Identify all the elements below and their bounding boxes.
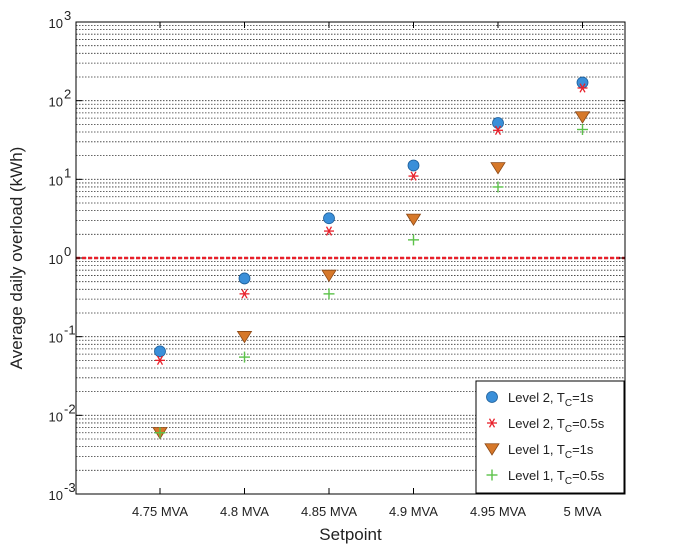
point-series-2 bbox=[239, 289, 250, 299]
asterisk-stroke bbox=[494, 125, 502, 135]
y-tick-exponent: -3 bbox=[64, 480, 76, 495]
point-series-4 bbox=[408, 234, 419, 246]
x-tick-label: 4.9 MVA bbox=[389, 504, 438, 519]
y-tick-label: 10 bbox=[49, 16, 63, 31]
y-tick-exponent: -2 bbox=[64, 401, 76, 416]
point-series-3 bbox=[321, 269, 337, 283]
legend-text-main: Level 1, T bbox=[508, 468, 565, 483]
legend-marker-1 bbox=[486, 391, 498, 403]
legend-text-tail: =1s bbox=[572, 390, 594, 405]
legend-entry-4: Level 1, TC=0.5s bbox=[508, 468, 605, 487]
x-tick-label: 4.8 MVA bbox=[220, 504, 269, 519]
y-tick-exponent: 1 bbox=[64, 165, 71, 180]
point-series-4 bbox=[239, 351, 250, 363]
point-series-2 bbox=[408, 171, 419, 181]
point-series-4 bbox=[323, 288, 335, 300]
y-tick-label: 10 bbox=[49, 488, 63, 503]
legend-text-tail: =1s bbox=[572, 442, 594, 457]
y-tick-exponent: 2 bbox=[64, 87, 71, 102]
legend-text-main: Level 2, T bbox=[508, 390, 565, 405]
asterisk-stroke bbox=[241, 289, 248, 299]
legend-text-main: Level 2, T bbox=[508, 416, 565, 431]
asterisk-stroke bbox=[410, 171, 417, 181]
asterisk-stroke bbox=[325, 226, 333, 236]
legend-text-tail: =0.5s bbox=[572, 468, 605, 483]
point-series-1 bbox=[407, 159, 420, 172]
legend-entry-3: Level 1, TC=1s bbox=[508, 442, 594, 461]
x-axis-ticks: 4.75 MVA 4.8 MVA 4.85 MVA 4.9 MVA 4.95 MVA 5 … bbox=[132, 22, 602, 519]
y-tick-base: 10 bbox=[49, 95, 63, 110]
point-series-4 bbox=[577, 124, 588, 136]
legend-box bbox=[475, 380, 625, 494]
point-series-1 bbox=[323, 212, 335, 225]
legend-text-subscript: C bbox=[565, 450, 572, 461]
point-series-3 bbox=[490, 162, 506, 175]
legend-text-tail: =0.5s bbox=[572, 416, 605, 431]
y-tick-label: 10 bbox=[49, 173, 63, 188]
x-tick-label: 5 MVA bbox=[563, 504, 601, 519]
legend-text-subscript: C bbox=[565, 424, 572, 435]
point-series-3 bbox=[405, 213, 422, 227]
y-tick-base: 10 bbox=[49, 409, 63, 424]
x-axis-label: Setpoint bbox=[319, 525, 382, 544]
y-tick-label: 10 bbox=[49, 331, 63, 346]
legend-text-main: Level 1, T bbox=[508, 442, 565, 457]
x-tick-label: 4.95 MVA bbox=[470, 504, 526, 519]
point-series-2 bbox=[493, 125, 503, 135]
point-series-2 bbox=[155, 355, 165, 366]
y-tick-exponent: 0 bbox=[64, 244, 71, 259]
y-tick-base: 10 bbox=[49, 173, 63, 188]
legend-marker-4 bbox=[486, 469, 498, 481]
x-tick-label: 4.75 MVA bbox=[132, 504, 188, 519]
point-series-1 bbox=[238, 272, 251, 285]
point-series-1 bbox=[492, 117, 504, 129]
asterisk-stroke bbox=[156, 355, 164, 366]
y-axis-label: Average daily overload (kWh) bbox=[7, 147, 26, 370]
grid-lines bbox=[76, 25, 625, 471]
point-series-2 bbox=[324, 226, 334, 236]
y-tick-label: 10 bbox=[49, 95, 63, 110]
legend-marker-3 bbox=[484, 443, 500, 456]
asterisk-stroke bbox=[488, 418, 496, 428]
legend-entry-1: Level 2, TC=1s bbox=[508, 390, 594, 409]
y-tick-base: 10 bbox=[49, 488, 63, 503]
y-tick-label: 10 bbox=[49, 252, 63, 267]
point-series-3 bbox=[236, 331, 253, 344]
y-tick-exponent: -1 bbox=[64, 323, 76, 338]
asterisk-stroke bbox=[579, 83, 586, 93]
legend-text-subscript: C bbox=[565, 476, 572, 487]
point-series-3 bbox=[574, 111, 591, 124]
y-tick-base: 10 bbox=[49, 331, 63, 346]
legend-text-subscript: C bbox=[565, 398, 572, 409]
y-tick-exponent: 3 bbox=[64, 8, 71, 23]
y-tick-label: 10 bbox=[49, 409, 63, 424]
point-series-2 bbox=[577, 83, 588, 93]
legend-marker-2 bbox=[487, 418, 497, 428]
point-series-4 bbox=[154, 427, 166, 439]
data-points bbox=[152, 76, 591, 440]
point-series-1 bbox=[154, 345, 166, 358]
x-tick-label: 4.85 MVA bbox=[301, 504, 357, 519]
y-tick-base: 10 bbox=[49, 252, 63, 267]
point-series-4 bbox=[492, 181, 504, 193]
y-tick-base: 10 bbox=[49, 16, 63, 31]
point-series-1 bbox=[576, 76, 589, 89]
legend-entry-2: Level 2, TC=0.5s bbox=[508, 416, 605, 435]
